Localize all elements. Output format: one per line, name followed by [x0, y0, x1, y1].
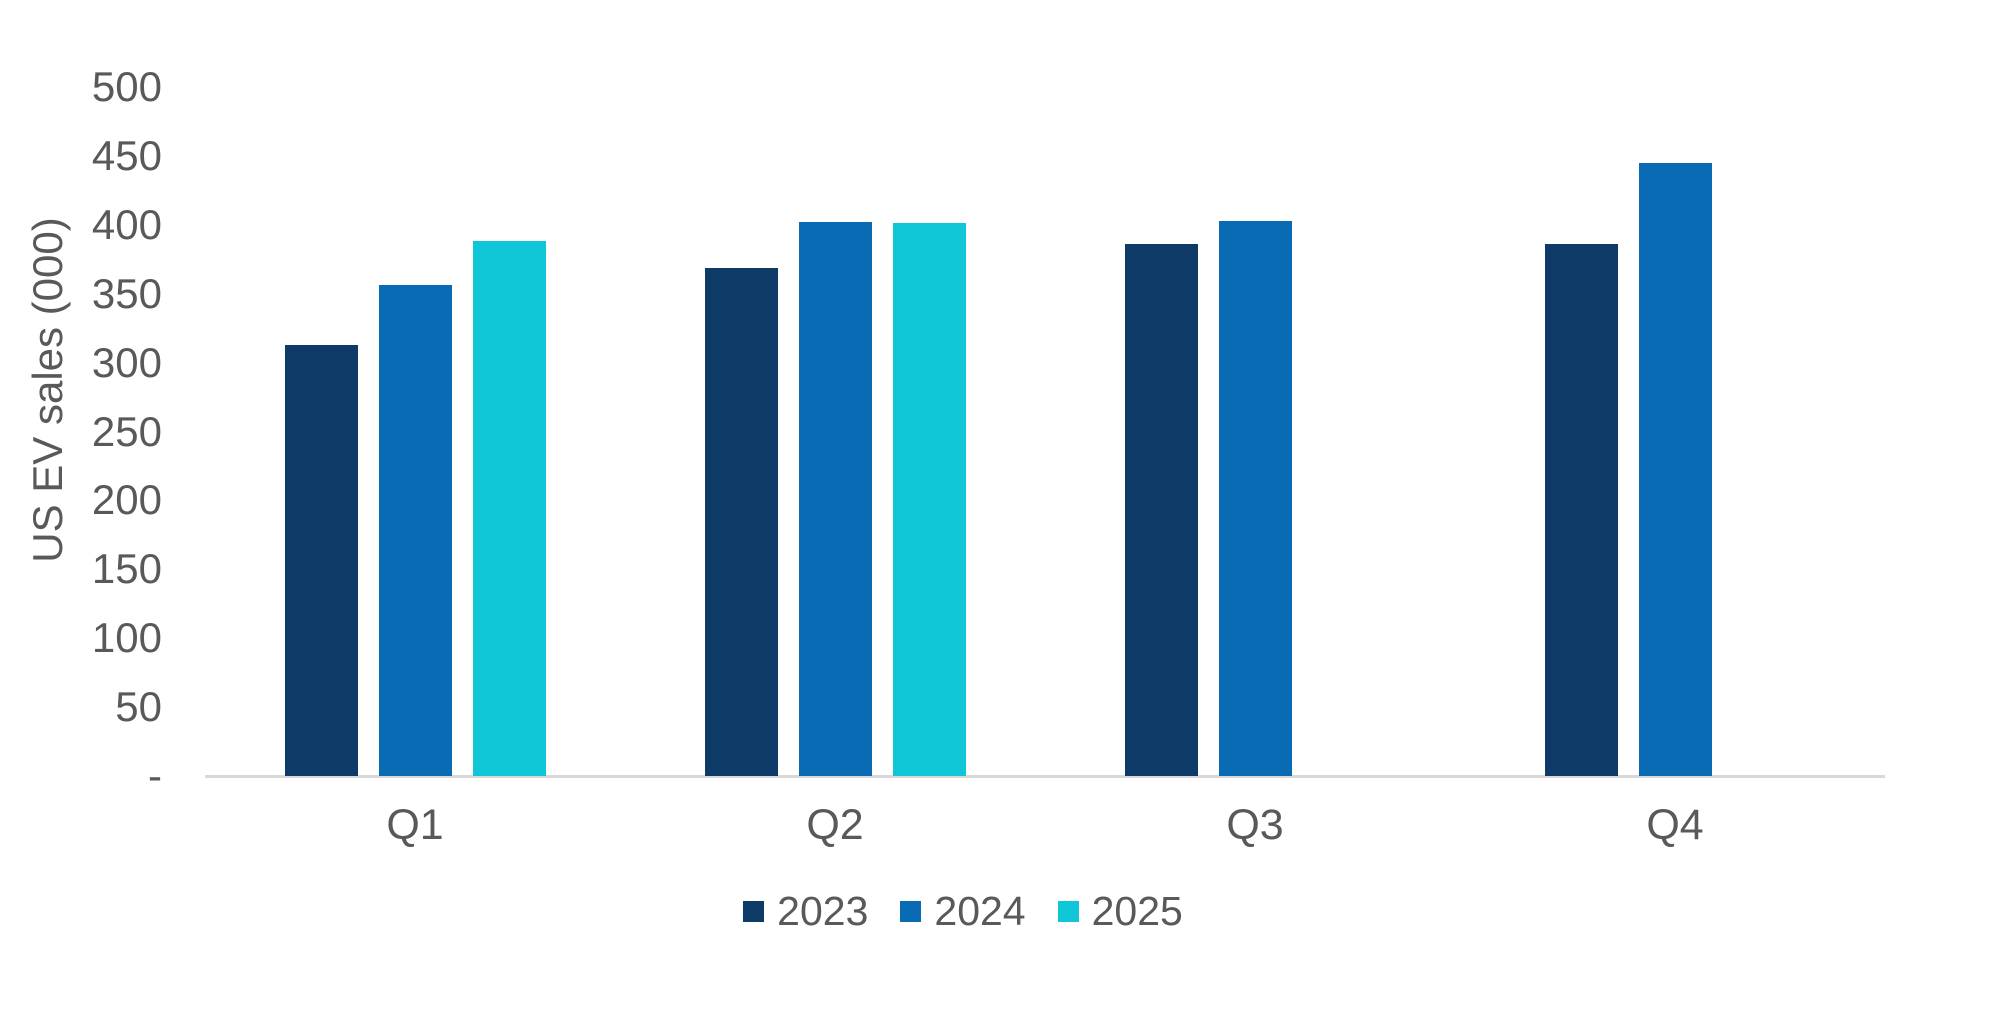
legend-label-2024: 2024: [934, 888, 1026, 934]
category-label-q1: Q1: [386, 801, 444, 849]
legend: 2023 2024 2025: [0, 888, 1926, 934]
legend-item-2023: 2023: [743, 888, 868, 934]
bar-2025-q2: [892, 223, 966, 776]
legend-swatch-icon-2023: [743, 900, 765, 922]
bar-2023-q2: [704, 268, 778, 776]
x-axis-line: [205, 775, 1885, 778]
y-tick-label-200: 200: [91, 476, 162, 524]
y-tick-label-350: 350: [91, 269, 162, 317]
category-label-q3: Q3: [1226, 801, 1284, 849]
y-tick-label-500: 500: [91, 63, 162, 110]
legend-label-2023: 2023: [777, 888, 869, 934]
bar-2024-q3: [1218, 221, 1292, 776]
y-tick-label-300: 300: [91, 338, 162, 386]
legend-item-2024: 2024: [900, 888, 1026, 934]
bar-2023-q3: [1124, 244, 1198, 776]
y-tick-label-100: 100: [91, 614, 162, 662]
y-tick-label-400: 400: [91, 200, 162, 248]
legend-item-2025: 2025: [1057, 888, 1183, 934]
legend-swatch-icon-2025: [1057, 900, 1079, 922]
bar-2024-q1: [378, 285, 452, 776]
y-tick-label-50: 50: [115, 683, 162, 731]
bar-2023-q1: [284, 345, 358, 776]
bar-2023-q4: [1544, 244, 1618, 776]
y-tick-label-150: 150: [91, 545, 162, 593]
legend-swatch-icon-2024: [900, 900, 922, 922]
y-tick-label-0: -: [148, 752, 162, 799]
y-tick-label-250: 250: [91, 407, 162, 455]
y-tick-label-450: 450: [91, 131, 162, 179]
bar-2024-q2: [798, 222, 872, 776]
legend-label-2025: 2025: [1091, 888, 1183, 934]
bar-2025-q1: [472, 241, 546, 776]
category-label-q4: Q4: [1646, 801, 1704, 849]
category-label-q2: Q2: [806, 801, 864, 849]
bar-2024-q4: [1638, 163, 1712, 776]
